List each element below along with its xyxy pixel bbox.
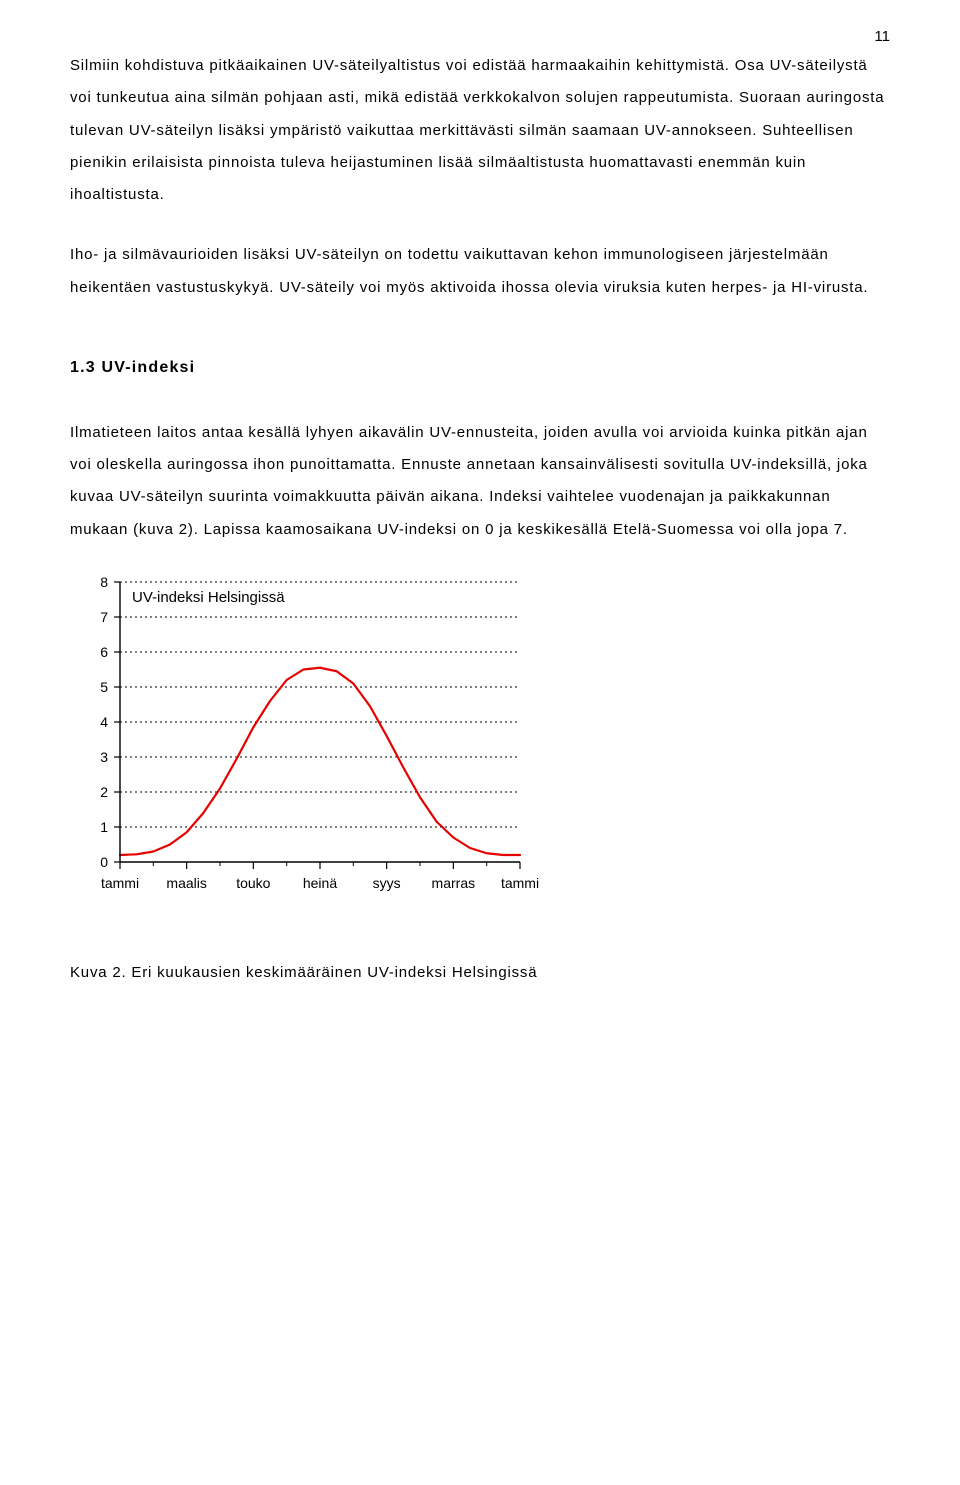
svg-text:heinä: heinä xyxy=(303,875,337,891)
svg-text:0: 0 xyxy=(100,854,108,870)
svg-text:maalis: maalis xyxy=(166,875,206,891)
svg-text:4: 4 xyxy=(100,714,108,730)
figure-caption: Kuva 2. Eri kuukausien keskimääräinen UV… xyxy=(70,964,890,981)
svg-text:7: 7 xyxy=(100,609,108,625)
svg-text:UV-indeksi Helsingissä: UV-indeksi Helsingissä xyxy=(132,589,285,606)
svg-text:8: 8 xyxy=(100,574,108,590)
section-heading: 1.3 UV-indeksi xyxy=(70,359,890,377)
page: 11 Silmiin kohdistuva pitkäaikainen UV-s… xyxy=(0,0,960,1485)
paragraph-3: Ilmatieteen laitos antaa kesällä lyhyen … xyxy=(70,417,890,546)
svg-text:2: 2 xyxy=(100,784,108,800)
svg-text:touko: touko xyxy=(236,875,270,891)
svg-text:3: 3 xyxy=(100,749,108,765)
paragraph-2: Iho- ja silmävaurioiden lisäksi UV-sätei… xyxy=(70,239,890,304)
svg-text:5: 5 xyxy=(100,679,108,695)
svg-text:marras: marras xyxy=(432,875,476,891)
svg-text:syys: syys xyxy=(373,875,401,891)
svg-text:1: 1 xyxy=(100,819,108,835)
svg-text:tammi: tammi xyxy=(501,875,539,891)
page-number: 11 xyxy=(874,28,890,45)
paragraph-1: Silmiin kohdistuva pitkäaikainen UV-säte… xyxy=(70,50,890,211)
svg-text:tammi: tammi xyxy=(101,875,139,891)
uv-index-chart: 0 1 2 3 4 5 6 7 8 tammi maalis touko heinä syys marras… xyxy=(70,574,890,904)
chart-svg: 0 1 2 3 4 5 6 7 8 tammi maalis touko heinä syys marras… xyxy=(70,574,570,904)
svg-text:6: 6 xyxy=(100,644,108,660)
